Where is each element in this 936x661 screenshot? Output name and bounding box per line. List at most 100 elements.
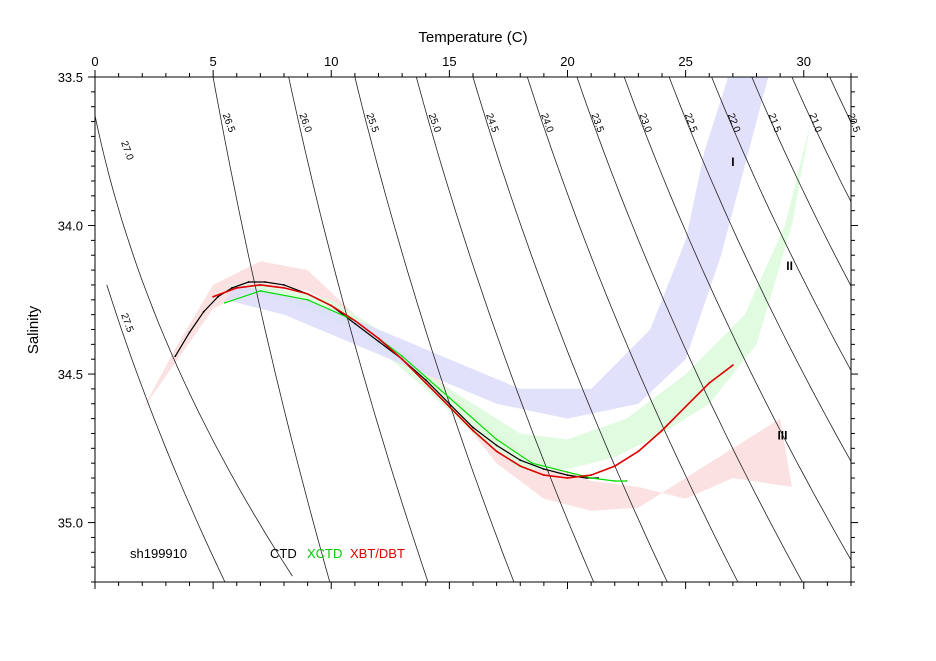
series-point-ctd xyxy=(424,379,427,381)
series-point-xbt-dbt xyxy=(472,429,474,432)
isopycnal-label-26-5: 26.5 xyxy=(220,112,237,134)
isopycnal-26-5 xyxy=(212,77,331,582)
series-point-xbt-dbt xyxy=(613,465,616,467)
legend-xctd: XCTD xyxy=(307,546,342,561)
series-point-xctd xyxy=(625,480,628,482)
isopycnal-label-27-0: 27.0 xyxy=(118,140,135,162)
series-point-xbt-dbt xyxy=(543,474,545,476)
x-tick-label: 15 xyxy=(442,54,456,69)
y-tick-label: 35.0 xyxy=(58,516,83,531)
region-label-iii: III xyxy=(777,428,787,442)
isopycnal-27-5 xyxy=(106,284,226,582)
series-point-xctd xyxy=(401,355,403,358)
isopycnal-label-24-5: 24.5 xyxy=(483,112,500,134)
plot-frame xyxy=(88,70,858,589)
y-axis-title: Salinity xyxy=(25,305,42,354)
isopycnal-label-20-5: 20.5 xyxy=(845,112,862,134)
series-point-xctd xyxy=(590,477,592,479)
region-label-ii: II xyxy=(786,259,793,273)
series-point-xbt-dbt xyxy=(684,405,687,408)
series-point-xbt-dbt xyxy=(401,358,403,361)
series-point-xbt-dbt xyxy=(306,293,309,295)
series-point-xbt-dbt xyxy=(566,477,569,479)
series-point-xbt-dbt xyxy=(354,319,356,322)
series-point-xctd xyxy=(613,480,616,482)
x-tick-label: 0 xyxy=(91,54,98,69)
isopycnal-21-0 xyxy=(791,77,851,203)
series-point-xctd xyxy=(531,462,533,465)
isopycnal-20-5 xyxy=(829,77,851,124)
series-point-xbt-dbt xyxy=(424,382,427,384)
series-point-xbt-dbt xyxy=(259,284,262,286)
region-label-i: I xyxy=(731,155,734,169)
y-tick-label: 33.5 xyxy=(58,70,83,85)
series-point-ctd xyxy=(472,426,474,429)
isopycnal-23-5 xyxy=(576,77,803,582)
series-point-ctd xyxy=(264,281,266,283)
isopycnal-label-25-5: 25.5 xyxy=(363,112,380,134)
series-point-ctd xyxy=(202,310,205,313)
series-point-xbt-dbt xyxy=(590,474,592,476)
isopycnal-23-0 xyxy=(623,77,851,561)
series-point-ctd xyxy=(188,331,191,334)
series-point-xbt-dbt xyxy=(212,295,215,298)
series-point-xbt-dbt xyxy=(732,364,734,366)
isopycnal-25-0 xyxy=(415,77,595,582)
series-point-xctd xyxy=(224,301,226,304)
series-point-xbt-dbt xyxy=(661,429,663,432)
isopycnal-22-0 xyxy=(711,77,851,372)
isopycnal-label-22-5: 22.5 xyxy=(682,112,699,134)
isopycnal-21-5 xyxy=(751,77,851,287)
isopycnal-24-0 xyxy=(526,77,739,582)
series-point-xctd xyxy=(306,298,309,301)
isopycnal-label-23-5: 23.5 xyxy=(588,112,605,134)
series-point-xbt-dbt xyxy=(235,287,238,289)
series-point-ctd xyxy=(566,474,569,476)
isopycnal-22-5 xyxy=(668,77,851,463)
series-point-ctd xyxy=(543,468,545,470)
legend-xbt-dbt: XBT/DBT xyxy=(350,546,405,561)
series-point-ctd xyxy=(354,322,356,325)
series-point-xbt-dbt xyxy=(377,337,380,340)
x-tick-label: 20 xyxy=(560,54,574,69)
sigma-isopycnals xyxy=(95,77,851,582)
x-axis-title: Temperature (C) xyxy=(418,29,527,46)
series-point-ctd xyxy=(519,459,522,462)
data-series xyxy=(174,281,734,482)
isopycnal-label-25-0: 25.0 xyxy=(426,112,443,134)
series-point-xbt-dbt xyxy=(330,304,333,307)
series-point-ctd xyxy=(231,287,233,289)
series-point-xctd xyxy=(566,471,569,473)
isopycnal-label-23-0: 23.0 xyxy=(636,112,653,134)
y-tick-label: 34.5 xyxy=(58,367,83,382)
y-tick-label: 34.0 xyxy=(58,219,83,234)
isopycnal-27-0 xyxy=(95,115,293,577)
series-point-ctd xyxy=(174,355,177,358)
series-point-ctd xyxy=(247,281,250,283)
x-tick-label: 10 xyxy=(324,54,338,69)
series-point-xbt-dbt xyxy=(637,450,640,453)
series-point-xctd xyxy=(495,438,498,441)
series-point-xbt-dbt xyxy=(283,287,285,289)
x-tick-label: 30 xyxy=(797,54,811,69)
series-point-ctd xyxy=(283,284,285,286)
isopycnal-25-5 xyxy=(354,77,515,582)
series-point-xbt-dbt xyxy=(708,382,711,384)
x-tick-label: 5 xyxy=(210,54,217,69)
plot-labels: Temperature (C) Salinity sh199910 CTD XC… xyxy=(25,29,862,561)
series-point-ctd xyxy=(377,340,380,343)
series-point-ctd xyxy=(217,295,219,298)
x-tick-label: 25 xyxy=(678,54,692,69)
series-point-xctd xyxy=(259,290,262,292)
station-id-label: sh199910 xyxy=(130,546,187,561)
isopycnal-label-27-5: 27.5 xyxy=(118,312,135,334)
isopycnal-label-24-0: 24.0 xyxy=(538,112,555,134)
water-mass-regions xyxy=(142,77,811,511)
series-point-ctd xyxy=(495,444,498,447)
legend-ctd: CTD xyxy=(270,546,297,561)
series-point-xbt-dbt xyxy=(495,450,498,453)
series-line-xctd xyxy=(224,290,627,482)
series-point-xbt-dbt xyxy=(519,465,522,467)
